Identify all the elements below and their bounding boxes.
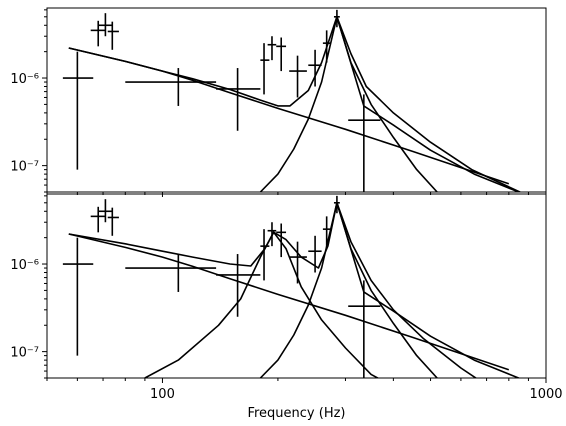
data-point: [260, 43, 270, 95]
data-point: [260, 229, 270, 281]
y-tick-label: 10⁻⁷: [10, 160, 39, 175]
panel-top: 10⁻⁶ 10⁻⁷: [10, 7, 547, 197]
data-point: [267, 222, 277, 247]
data-point: [322, 30, 331, 63]
data-point: [276, 37, 287, 72]
data-point: [348, 280, 381, 378]
data-point: [276, 223, 287, 258]
data-point: [308, 49, 322, 87]
data-point: [62, 51, 94, 170]
data-point: [216, 68, 261, 131]
axes-frame: [46, 7, 547, 193]
series-line-2: [259, 15, 438, 192]
data-point: [125, 254, 217, 292]
data-point: [289, 55, 307, 98]
data-point: [125, 68, 217, 106]
series-line-4: [68, 202, 478, 378]
y-tick-label: 10⁻⁶: [10, 258, 39, 273]
series-line-2: [144, 231, 380, 378]
data-point: [98, 199, 113, 223]
data-point: [216, 254, 261, 317]
data-point: [107, 21, 119, 50]
panel-bottom: 10⁻⁶ 10⁻⁷ 100 1000 Frequency (Hz): [10, 193, 563, 421]
data-point: [107, 207, 119, 236]
axes-frame: [46, 193, 547, 379]
series-line-1: [68, 47, 510, 185]
x-tick-label: 100: [150, 387, 175, 402]
data-point: [267, 36, 277, 61]
plot-area: [62, 195, 521, 378]
data-point: [322, 216, 331, 249]
x-axis-label: Frequency (Hz): [247, 406, 345, 421]
y-tick-label: 10⁻⁷: [10, 346, 39, 361]
data-point: [348, 94, 381, 192]
data-point: [62, 237, 94, 356]
data-point: [289, 241, 307, 284]
data-point: [98, 13, 113, 37]
series-line-1: [68, 233, 510, 371]
series-line-4: [336, 16, 521, 192]
x-tick-label: 1000: [529, 387, 562, 402]
data-point: [333, 195, 340, 214]
y-tick-label: 10⁻⁶: [10, 72, 39, 87]
data-point: [333, 9, 340, 28]
data-point: [308, 235, 322, 273]
series-line-5: [336, 202, 521, 378]
series-line-3: [68, 15, 522, 192]
plot-area: [62, 9, 522, 192]
